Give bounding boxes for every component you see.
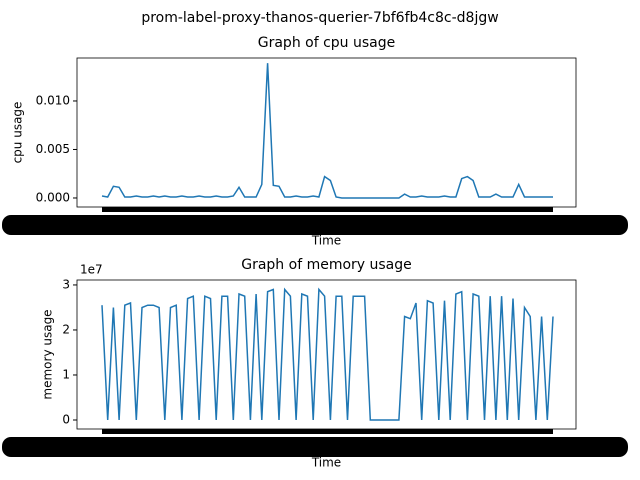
y-tick-label: 0.000: [36, 190, 70, 204]
y-tick-label: 1: [62, 367, 70, 381]
data-line: [101, 287, 554, 421]
x-ticks-dense: [102, 429, 553, 434]
axes-frame: [76, 57, 577, 208]
y-offset: 1e7: [80, 263, 103, 277]
axes-title: Graph of memory usage: [241, 257, 412, 273]
suptitle: prom-label-proxy-thanos-querier-7bf6fb4c…: [141, 10, 498, 26]
x-ticks-dense: [102, 207, 553, 212]
x-tick-labels-overlap: [2, 215, 628, 235]
x-tick-labels-overlap: [2, 437, 628, 457]
x-axis-label: Time: [311, 234, 341, 248]
y-axis-label: cpu usage: [11, 102, 25, 164]
y-tick-label: 2: [62, 322, 70, 336]
y-tick-label: 0: [62, 412, 70, 426]
y-tick-label: 0.005: [36, 142, 70, 156]
y-axis-label: memory usage: [41, 309, 55, 399]
data-line: [101, 63, 553, 199]
y-tick-label: 0.010: [36, 93, 70, 107]
axes-title: Graph of cpu usage: [258, 35, 396, 51]
y-tick-label: 3: [62, 277, 70, 291]
x-axis-label: Time: [311, 456, 341, 470]
